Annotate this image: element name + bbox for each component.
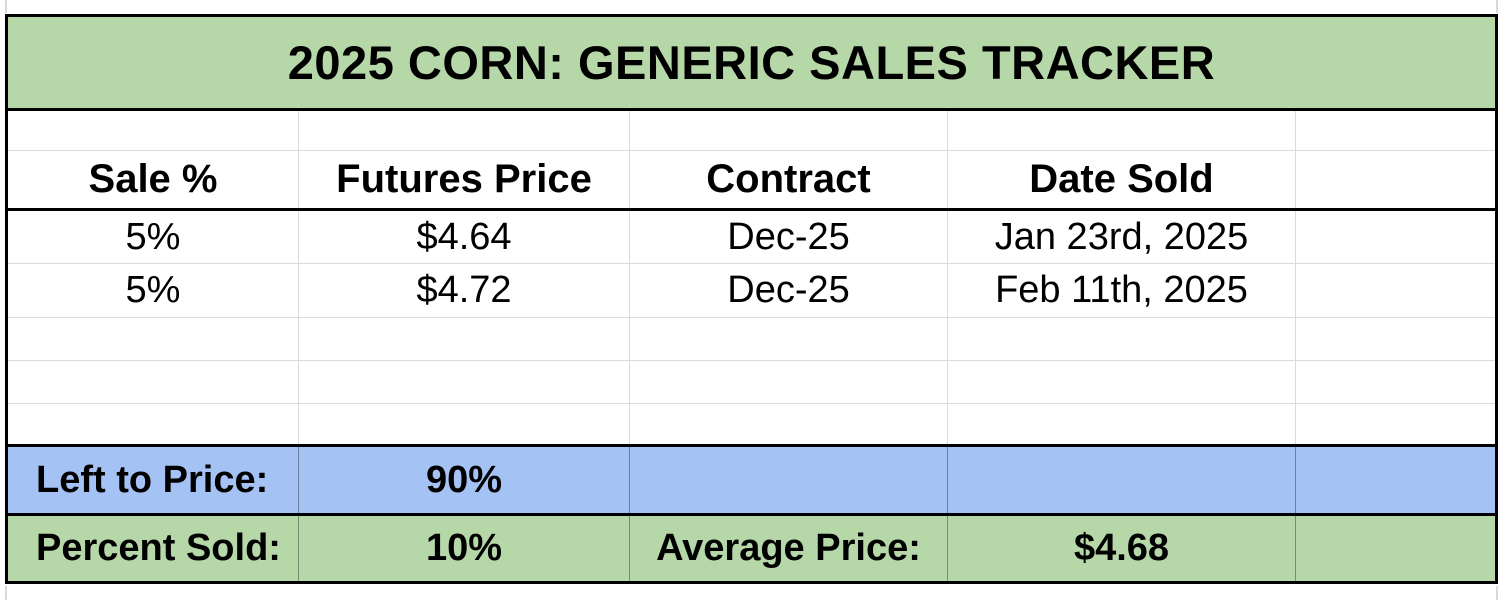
- spreadsheet-cell[interactable]: [1296, 447, 1495, 513]
- header-sale-percent[interactable]: Sale %: [8, 151, 299, 208]
- cell-futures-price[interactable]: $4.72: [299, 264, 630, 317]
- average-price-value[interactable]: $4.68: [948, 516, 1296, 581]
- spreadsheet-cell[interactable]: [1296, 516, 1495, 581]
- spreadsheet-cell[interactable]: [8, 318, 299, 360]
- empty-row: [8, 404, 1495, 447]
- spreadsheet-cell[interactable]: [1296, 404, 1495, 444]
- spreadsheet-cell[interactable]: [1296, 361, 1495, 403]
- header-empty[interactable]: [1296, 151, 1495, 208]
- cell-contract[interactable]: Dec-25: [630, 211, 948, 263]
- percent-sold-label[interactable]: Percent Sold:: [8, 516, 299, 581]
- header-futures-price[interactable]: Futures Price: [299, 151, 630, 208]
- left-to-price-label[interactable]: Left to Price:: [8, 447, 299, 513]
- cell-sale-percent[interactable]: 5%: [8, 264, 299, 317]
- spreadsheet-cell[interactable]: [948, 447, 1296, 513]
- spreadsheet-cell[interactable]: [1296, 111, 1495, 150]
- spreadsheet-cell[interactable]: [1296, 211, 1495, 263]
- cell-sale-percent[interactable]: 5%: [8, 211, 299, 263]
- spreadsheet-cell[interactable]: [1296, 318, 1495, 360]
- table-row: 5% $4.64 Dec-25 Jan 23rd, 2025: [8, 211, 1495, 264]
- spreadsheet-cell[interactable]: [8, 404, 299, 444]
- spreadsheet-cell[interactable]: [299, 318, 630, 360]
- spreadsheet-cell[interactable]: [299, 404, 630, 444]
- average-price-label[interactable]: Average Price:: [630, 516, 948, 581]
- title-row[interactable]: 2025 CORN: GENERIC SALES TRACKER: [8, 17, 1495, 111]
- column-header-row: Sale % Futures Price Contract Date Sold: [8, 151, 1495, 211]
- spreadsheet-cell[interactable]: [948, 361, 1296, 403]
- gridline-stub-bottom-right: [1496, 586, 1498, 600]
- gridline-stub-top-left: [5, 0, 7, 13]
- spreadsheet-cell[interactable]: [630, 111, 948, 150]
- sales-tracker-table: 2025 CORN: GENERIC SALES TRACKER Sale % …: [5, 14, 1498, 584]
- header-date-sold[interactable]: Date Sold: [948, 151, 1296, 208]
- gridline-stub-bottom-left: [5, 586, 7, 600]
- spreadsheet-cell[interactable]: [630, 404, 948, 444]
- cell-contract[interactable]: Dec-25: [630, 264, 948, 317]
- cell-date-sold[interactable]: Feb 11th, 2025: [948, 264, 1296, 317]
- left-to-price-row: Left to Price: 90%: [8, 447, 1495, 516]
- percent-sold-value[interactable]: 10%: [299, 516, 630, 581]
- cell-date-sold[interactable]: Jan 23rd, 2025: [948, 211, 1296, 263]
- spreadsheet-cell[interactable]: [948, 404, 1296, 444]
- spreadsheet-cell[interactable]: [1296, 264, 1495, 317]
- spreadsheet-cell[interactable]: [948, 318, 1296, 360]
- spreadsheet-cell[interactable]: [630, 361, 948, 403]
- spreadsheet-cell[interactable]: [299, 111, 630, 150]
- page-title: 2025 CORN: GENERIC SALES TRACKER: [287, 36, 1216, 89]
- empty-row: [8, 318, 1495, 361]
- left-to-price-value[interactable]: 90%: [299, 447, 630, 513]
- spreadsheet-cell[interactable]: [630, 318, 948, 360]
- spacer-row: [8, 111, 1495, 151]
- spreadsheet-cell[interactable]: [630, 447, 948, 513]
- empty-row: [8, 361, 1495, 404]
- cell-futures-price[interactable]: $4.64: [299, 211, 630, 263]
- percent-sold-row: Percent Sold: 10% Average Price: $4.68: [8, 516, 1495, 581]
- spreadsheet-cell[interactable]: [299, 361, 630, 403]
- spreadsheet-cell[interactable]: [8, 361, 299, 403]
- gridline-stub-top-right: [1496, 0, 1498, 13]
- spreadsheet-cell[interactable]: [8, 111, 299, 150]
- spreadsheet-cell[interactable]: [948, 111, 1296, 150]
- table-row: 5% $4.72 Dec-25 Feb 11th, 2025: [8, 264, 1495, 318]
- header-contract[interactable]: Contract: [630, 151, 948, 208]
